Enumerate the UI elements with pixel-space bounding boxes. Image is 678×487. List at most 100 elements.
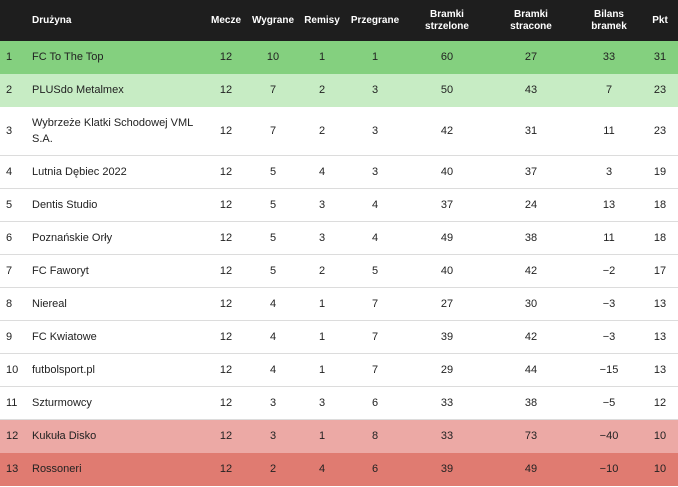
stat-cell: 12 <box>208 320 244 354</box>
stat-cell: 31 <box>642 41 678 74</box>
header-text: Remisy <box>304 14 340 26</box>
stat-cell: 1 <box>302 353 342 387</box>
team-name: FC To The Top <box>28 41 208 74</box>
header-text: Pkt <box>652 14 668 26</box>
stat-cell: 23 <box>642 106 678 156</box>
team-row: 9 FC Kwiatowe 12 4 1 7 39 42 −3 13 <box>0 320 678 354</box>
position: 1 <box>0 41 28 74</box>
team-name: Dentis Studio <box>28 188 208 222</box>
stat-cell: 49 <box>486 452 576 486</box>
stat-cell: 3 <box>342 155 408 189</box>
stat-cell: 33 <box>408 386 486 420</box>
stat-cell: −40 <box>576 419 642 453</box>
stat-cell: 5 <box>244 155 302 189</box>
stat-cell: 23 <box>642 73 678 107</box>
stat-cell: 2 <box>302 106 342 156</box>
stat-cell: −3 <box>576 287 642 321</box>
stat-cell: 49 <box>408 221 486 255</box>
stat-cell: 33 <box>576 41 642 74</box>
stat-cell: 3 <box>244 386 302 420</box>
stat-cell: 40 <box>408 254 486 288</box>
stat-cell: 12 <box>208 188 244 222</box>
stat-cell: 5 <box>244 221 302 255</box>
column-header: Mecze <box>208 0 244 41</box>
header-text: Mecze <box>210 14 241 26</box>
stat-cell: 3 <box>342 73 408 107</box>
column-header: Bramki strzelone <box>408 0 486 41</box>
stat-cell: 29 <box>408 353 486 387</box>
stat-cell: 7 <box>342 287 408 321</box>
stat-cell: 12 <box>208 353 244 387</box>
stat-cell: −5 <box>576 386 642 420</box>
team-row: 7 FC Faworyt 12 5 2 5 40 42 −2 17 <box>0 254 678 288</box>
stat-cell: 12 <box>642 386 678 420</box>
stat-cell: 12 <box>208 419 244 453</box>
stat-cell: 3 <box>302 221 342 255</box>
header-text: stracone <box>510 20 552 32</box>
team-name: Wybrzeże Klatki Schodowej VML S.A. <box>28 106 208 156</box>
column-header: Przegrane <box>342 0 408 41</box>
team-name: Kukuła Disko <box>28 419 208 453</box>
column-header <box>0 0 28 41</box>
stat-cell: 37 <box>408 188 486 222</box>
stat-cell: 12 <box>208 254 244 288</box>
stat-cell: 4 <box>342 188 408 222</box>
team-row: 5 Dentis Studio 12 5 3 4 37 24 13 18 <box>0 188 678 222</box>
stat-cell: 4 <box>302 452 342 486</box>
column-header: Bilans bramek <box>576 0 642 41</box>
stat-cell: 40 <box>408 155 486 189</box>
stat-cell: 24 <box>486 188 576 222</box>
team-row: 10 futbolsport.pl 12 4 1 7 29 44 −15 13 <box>0 353 678 387</box>
position: 9 <box>0 320 28 354</box>
column-header: Remisy <box>302 0 342 41</box>
stat-cell: 6 <box>342 386 408 420</box>
stat-cell: 12 <box>208 386 244 420</box>
stat-cell: 7 <box>244 106 302 156</box>
team-name: Rossoneri <box>28 452 208 486</box>
stat-cell: 7 <box>576 73 642 107</box>
stat-cell: 3 <box>244 419 302 453</box>
team-name: FC Faworyt <box>28 254 208 288</box>
team-name: Niereal <box>28 287 208 321</box>
stat-cell: 13 <box>576 188 642 222</box>
team-row: 2 PLUSdo Metalmex 12 7 2 3 50 43 7 23 <box>0 73 678 107</box>
stat-cell: −2 <box>576 254 642 288</box>
stat-cell: 39 <box>408 452 486 486</box>
stat-cell: 13 <box>642 287 678 321</box>
position: 10 <box>0 353 28 387</box>
stat-cell: 4 <box>302 155 342 189</box>
team-name: futbolsport.pl <box>28 353 208 387</box>
team-row: 8 Niereal 12 4 1 7 27 30 −3 13 <box>0 287 678 321</box>
stat-cell: 33 <box>408 419 486 453</box>
position: 2 <box>0 73 28 107</box>
stat-cell: 4 <box>244 320 302 354</box>
stat-cell: 3 <box>302 386 342 420</box>
position: 8 <box>0 287 28 321</box>
stat-cell: 31 <box>486 106 576 156</box>
stat-cell: 12 <box>208 221 244 255</box>
header-row: Drużyna Mecze Wygrane Remisy Przegrane Bramki… <box>0 0 678 41</box>
stat-cell: 7 <box>244 73 302 107</box>
stat-cell: 7 <box>342 320 408 354</box>
header-text: Drużyna <box>32 14 72 26</box>
stat-cell: 1 <box>302 320 342 354</box>
stat-cell: −15 <box>576 353 642 387</box>
stat-cell: 73 <box>486 419 576 453</box>
stat-cell: 42 <box>486 254 576 288</box>
stat-cell: 5 <box>342 254 408 288</box>
stat-cell: 2 <box>244 452 302 486</box>
stat-cell: 5 <box>244 188 302 222</box>
stat-cell: 6 <box>342 452 408 486</box>
position: 7 <box>0 254 28 288</box>
header-text: Bramki <box>514 8 548 20</box>
stat-cell: 12 <box>208 73 244 107</box>
stat-cell: 10 <box>244 41 302 74</box>
stat-cell: 37 <box>486 155 576 189</box>
team-row: 12 Kukuła Disko 12 3 1 8 33 73 −40 10 <box>0 419 678 453</box>
stat-cell: 4 <box>342 221 408 255</box>
stat-cell: 2 <box>302 73 342 107</box>
team-name: Lutnia Dębiec 2022 <box>28 155 208 189</box>
stat-cell: 44 <box>486 353 576 387</box>
position: 12 <box>0 419 28 453</box>
